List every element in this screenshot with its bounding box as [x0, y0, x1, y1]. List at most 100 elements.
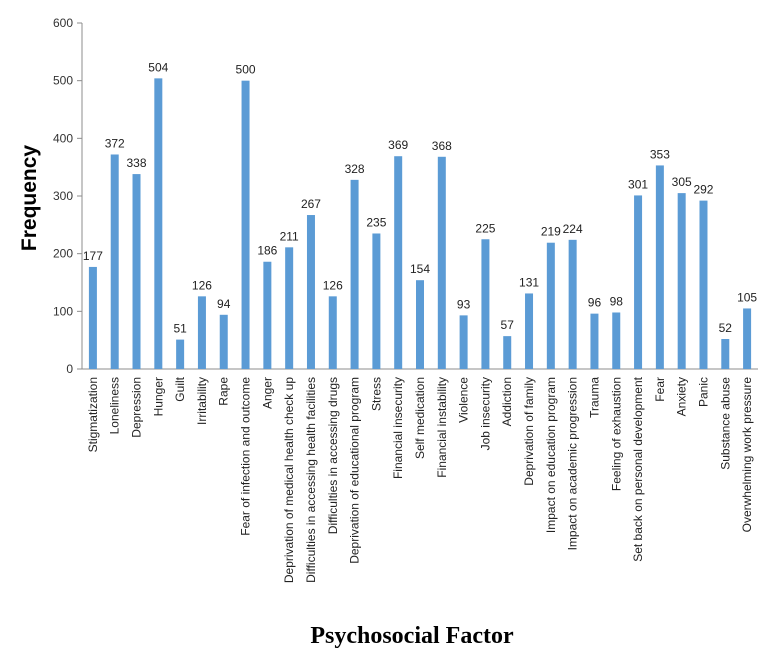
bar	[677, 193, 686, 369]
x-category-label: Rape	[217, 377, 231, 406]
y-tick-label: 200	[53, 247, 73, 261]
bar-value-label: 500	[236, 63, 256, 77]
bar-value-label: 219	[541, 225, 561, 239]
y-tick-label: 0	[66, 362, 73, 376]
y-axis-ticks: 0 100 200 300 400 500 600	[53, 16, 82, 376]
x-category-label: Trauma	[587, 377, 601, 418]
bar	[132, 174, 141, 369]
y-tick-label: 100	[53, 304, 73, 318]
bar	[416, 280, 424, 369]
x-category-label: Deprivation of family	[522, 377, 536, 486]
x-category-label: Deprivation of medical health check up	[282, 377, 296, 583]
bar	[394, 156, 403, 369]
bar	[154, 78, 163, 370]
x-category-label: Stigmatization	[86, 377, 100, 452]
bar	[721, 339, 730, 369]
x-category-label: Fear of infection and outcome	[239, 377, 253, 536]
bar-value-label: 353	[650, 147, 670, 161]
bar	[459, 315, 468, 369]
x-category-label: Stress	[369, 377, 383, 411]
x-category-label: Anxiety	[675, 377, 689, 416]
x-category-label: Guilt	[173, 376, 187, 401]
x-category-label: Anger	[260, 377, 274, 409]
bar	[546, 242, 555, 369]
bar-value-label: 154	[410, 262, 430, 276]
x-category-label: Impact on education program	[544, 377, 558, 533]
bar	[350, 179, 359, 369]
bar-value-label: 369	[388, 138, 408, 152]
x-category-label: Substance abuse	[718, 377, 732, 470]
bar	[655, 165, 664, 369]
x-axis-title: Psychosocial Factor	[310, 623, 514, 649]
bar-value-label: 52	[719, 321, 733, 335]
bar	[88, 266, 97, 369]
x-category-label: Overwhelming work pressure	[740, 377, 754, 533]
bar-value-label: 368	[432, 139, 452, 153]
bar-value-label: 126	[192, 278, 212, 292]
y-tick-label: 600	[53, 16, 73, 30]
bar-value-label: 96	[588, 296, 602, 310]
bar-value-label: 292	[693, 183, 713, 197]
x-category-label: Feeling of exhaustion	[609, 377, 623, 491]
bar-value-label: 224	[563, 222, 583, 236]
bar-value-label: 93	[457, 297, 471, 311]
x-category-label: Difficulties in accessing drugs	[326, 377, 340, 534]
bar-value-label: 94	[217, 297, 231, 311]
bar	[590, 313, 599, 369]
y-tick-label: 300	[53, 189, 73, 203]
bar-value-label: 57	[501, 318, 515, 332]
x-category-label: Set back on personal development	[631, 376, 645, 561]
x-category-label: Panic	[696, 377, 710, 407]
x-category-label: Financial insecurity	[391, 377, 405, 479]
bar-value-label: 98	[610, 294, 624, 308]
bar-value-label: 126	[323, 278, 343, 292]
bar-value-label: 105	[737, 290, 757, 304]
bar-value-label: 225	[475, 221, 495, 235]
x-category-label: Fear	[653, 377, 667, 402]
x-category-label: Self medication	[413, 377, 427, 459]
bar	[110, 154, 119, 369]
x-category-label: Loneliness	[108, 377, 122, 434]
y-tick-label: 500	[53, 74, 73, 88]
x-category-label: Deprivation of educational program	[348, 377, 362, 564]
bar-value-label: 235	[366, 215, 386, 229]
y-axis-title: Frequency	[18, 145, 41, 252]
bar	[503, 336, 512, 369]
bar-value-label: 504	[148, 60, 168, 74]
x-category-label: Difficulties in accessing health facilit…	[304, 377, 318, 583]
category-labels: Stigmatization Loneliness Depression Hunger…	[86, 376, 754, 583]
bar-value-label: 301	[628, 177, 648, 191]
bar	[568, 239, 577, 369]
bar	[525, 293, 534, 369]
bar-value-label: 372	[105, 136, 125, 150]
x-category-label: Financial instability	[435, 377, 449, 478]
bar-value-label: 328	[345, 162, 365, 176]
bar	[743, 308, 752, 369]
bar	[437, 156, 446, 369]
bar	[263, 261, 272, 369]
bar-value-label: 177	[83, 249, 103, 263]
bar-value-label: 211	[280, 229, 299, 243]
x-category-label: Depression	[130, 377, 144, 438]
bar-value-label: 186	[257, 244, 277, 258]
bar-value-label: 305	[672, 175, 692, 189]
x-category-label: Hunger	[151, 377, 165, 416]
x-category-label: Violence	[457, 377, 471, 423]
bar	[306, 215, 315, 369]
y-tick-label: 400	[53, 131, 73, 145]
bar	[241, 80, 250, 370]
bar	[612, 312, 621, 369]
x-category-label: Impact on academic progression	[566, 377, 580, 550]
x-category-label: Irritability	[195, 377, 209, 425]
bars	[88, 78, 752, 370]
bar	[372, 233, 381, 369]
bar	[219, 314, 228, 369]
bar	[634, 195, 643, 369]
bar	[285, 247, 294, 369]
bar	[197, 296, 206, 369]
bar	[176, 339, 185, 369]
bar	[328, 296, 337, 369]
